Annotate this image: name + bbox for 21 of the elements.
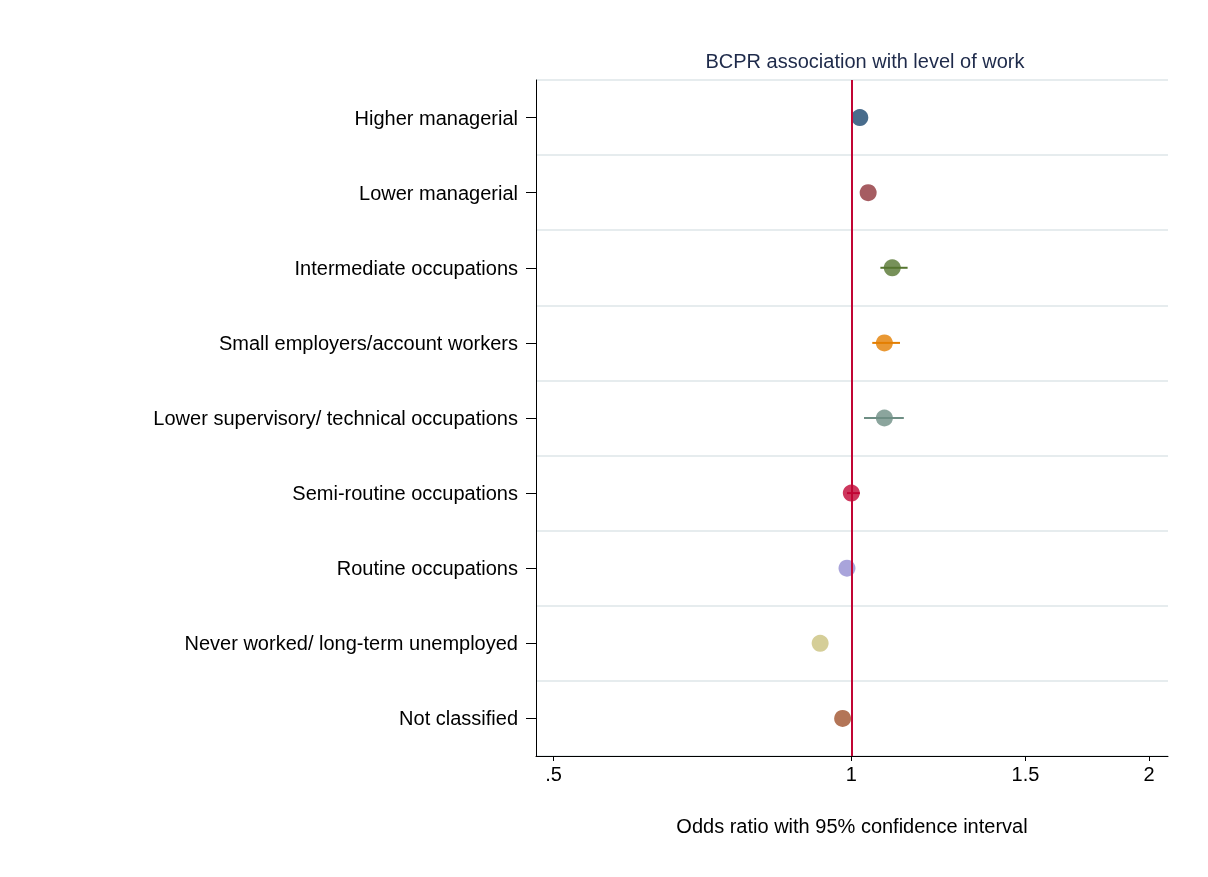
x-tick-label: 2 — [1143, 763, 1155, 785]
point — [875, 409, 893, 427]
y-tick-label: Routine occupations — [336, 557, 518, 580]
point — [859, 184, 877, 202]
y-tick-label: Semi-routine occupations — [292, 482, 518, 505]
y-tick-label: Small employers/account workers — [219, 331, 518, 354]
y-tick-label: Lower managerial — [359, 181, 518, 204]
y-tick-label: Higher managerial — [354, 106, 518, 129]
y-tick-label: Never worked/ long-term unemployed — [184, 632, 518, 655]
x-tick-label: .5 — [545, 763, 562, 785]
point — [875, 334, 893, 352]
point — [834, 709, 852, 727]
x-tick-label: 1 — [845, 763, 857, 785]
y-tick-label: Lower supervisory/ technical occupations — [153, 407, 518, 429]
x-tick-label: 1.5 — [1011, 763, 1040, 785]
chart-title: BCPR association with level of work — [705, 50, 1026, 72]
point — [883, 259, 901, 277]
y-tick-label: Not classified — [399, 707, 518, 730]
y-tick-label: Intermediate occupations — [294, 256, 518, 279]
x-axis-title: Odds ratio with 95% confidence interval — [676, 815, 1028, 837]
point — [851, 109, 869, 127]
